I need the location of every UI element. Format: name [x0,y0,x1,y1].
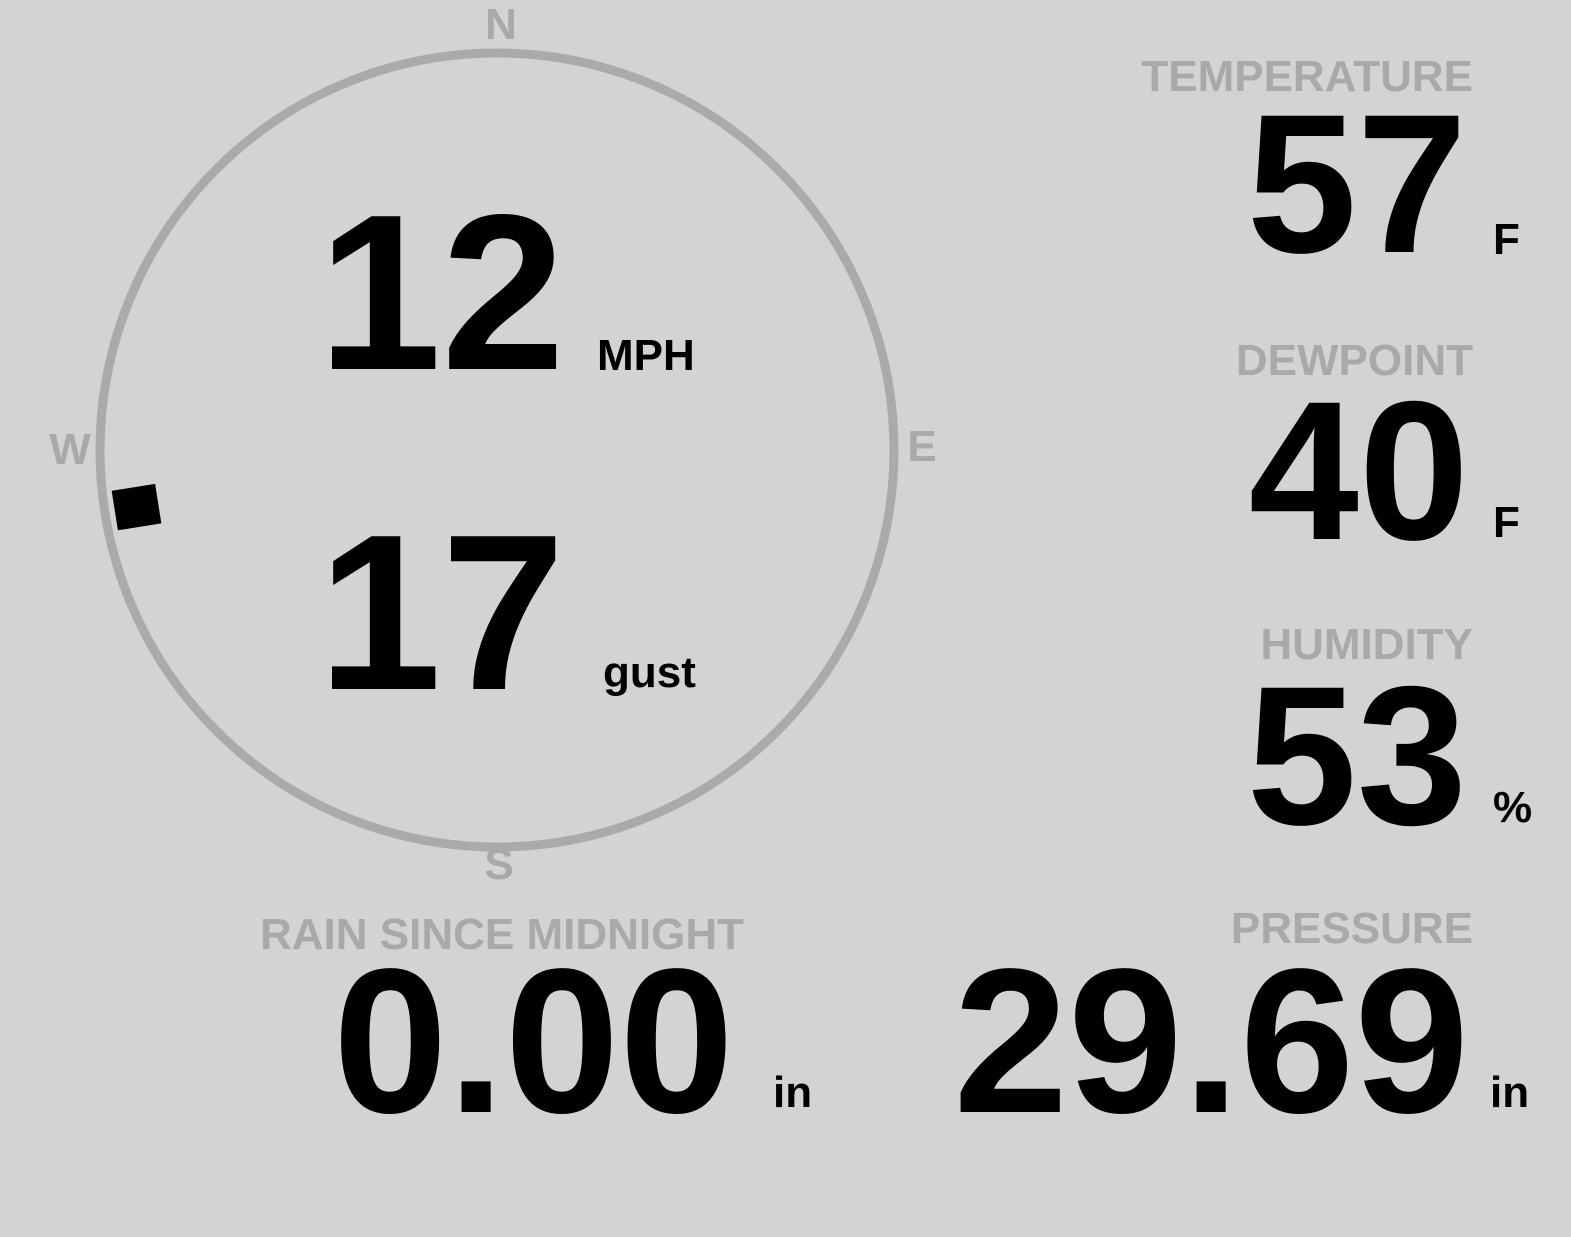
pressure-label: PRESSURE [1230,904,1473,953]
compass-west: W [49,425,91,474]
humidity-unit: % [1493,783,1533,832]
wind-direction-marker [111,483,162,531]
dewpoint-value: 40 [1248,360,1469,581]
compass-south: S [484,840,514,889]
rain-value: 0.00 [333,926,734,1156]
temperature-label: TEMPERATURE [1141,52,1473,101]
humidity-label: HUMIDITY [1260,620,1473,669]
compass-ring [95,48,899,852]
compass-east: E [907,422,937,471]
dewpoint-unit: F [1493,498,1520,547]
wind-speed-unit: MPH [597,331,695,380]
humidity-value: 53 [1246,645,1467,866]
temperature-unit: F [1493,215,1520,264]
wind-gust-value: 17 [318,489,565,737]
wind-speed-value: 12 [318,169,565,417]
rain-unit: in [773,1068,813,1117]
dewpoint-label: DEWPOINT [1235,336,1473,385]
rain-label: RAIN SINCE MIDNIGHT [260,910,744,959]
compass-north: N [485,0,517,49]
wind-gust-label: gust [603,648,696,697]
pressure-unit: in [1490,1068,1530,1117]
temperature-value: 57 [1246,73,1467,294]
pressure-value: 29.69 [953,926,1469,1156]
